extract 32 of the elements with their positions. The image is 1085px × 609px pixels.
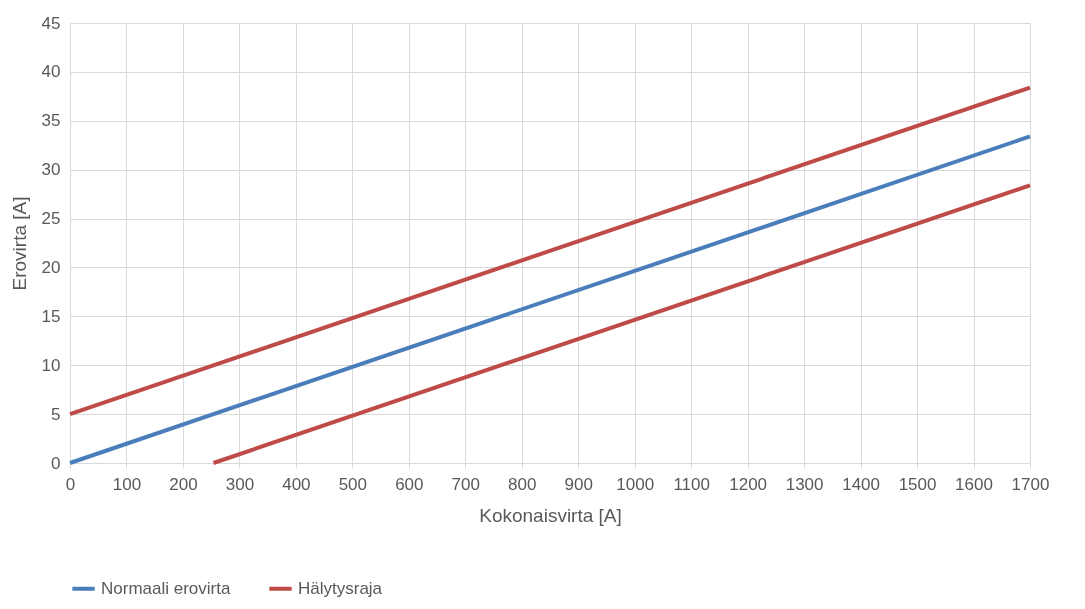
x-tick-label: 1400	[842, 474, 880, 494]
x-tick-label: 100	[112, 474, 142, 494]
x-tick-label: 900	[564, 474, 593, 494]
x-tick-label: 500	[338, 474, 368, 494]
x-tick-label: 200	[169, 474, 198, 494]
y-axis-title: Erovirta [A]	[8, 196, 30, 291]
x-tick-label: 300	[225, 474, 255, 494]
x-axis-title: Kokonaisvirta [A]	[479, 504, 622, 526]
legend-label: Normaali erovirta	[101, 578, 231, 598]
x-tick-label: 1000	[616, 474, 655, 494]
x-tick-label: 1500	[898, 474, 937, 494]
x-tick-label: 600	[395, 474, 424, 494]
y-tick-label: 40	[41, 62, 61, 82]
y-tick-label: 5	[51, 404, 61, 424]
x-tick-label: 1700	[1011, 474, 1050, 494]
legend-label: Hälytysraja	[298, 578, 383, 598]
y-tick-label: 30	[41, 160, 61, 180]
x-tick-label: 0	[65, 474, 76, 494]
x-tick-label: 700	[451, 474, 480, 494]
y-tick-label: 35	[41, 111, 61, 131]
x-tick-label: 1100	[673, 474, 710, 494]
y-tick-label: 15	[41, 306, 61, 326]
x-tick-label: 1600	[955, 474, 993, 494]
y-tick-label: 10	[41, 355, 61, 375]
x-tick-label: 400	[282, 474, 311, 494]
x-tick-label: 800	[508, 474, 537, 494]
x-tick-label: 1200	[729, 474, 768, 494]
y-tick-label: 45	[41, 13, 61, 33]
y-tick-label: 20	[41, 257, 61, 277]
y-tick-label: 25	[41, 209, 61, 229]
x-tick-label: 1300	[785, 474, 824, 494]
y-tick-label: 0	[51, 453, 61, 473]
